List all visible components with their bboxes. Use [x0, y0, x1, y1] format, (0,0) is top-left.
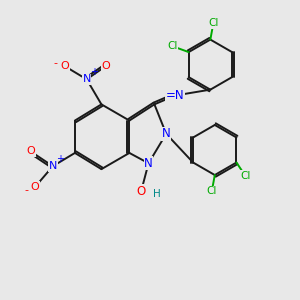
Text: Cl: Cl — [240, 171, 250, 181]
Text: +: + — [90, 67, 98, 77]
Text: N: N — [82, 74, 91, 84]
Text: H: H — [154, 189, 161, 199]
Text: O: O — [136, 185, 146, 198]
Text: Cl: Cl — [167, 41, 178, 51]
Text: O: O — [101, 61, 110, 71]
Text: -: - — [54, 58, 58, 68]
Text: O: O — [31, 182, 40, 192]
Text: +: + — [56, 154, 64, 164]
Text: -: - — [24, 185, 28, 195]
Text: N: N — [162, 127, 171, 140]
Text: O: O — [60, 61, 69, 71]
Text: N: N — [49, 161, 57, 171]
Text: N: N — [144, 157, 153, 170]
Text: =N: =N — [166, 89, 184, 102]
Text: Cl: Cl — [207, 186, 217, 196]
Text: O: O — [26, 146, 35, 157]
Text: Cl: Cl — [208, 18, 218, 28]
